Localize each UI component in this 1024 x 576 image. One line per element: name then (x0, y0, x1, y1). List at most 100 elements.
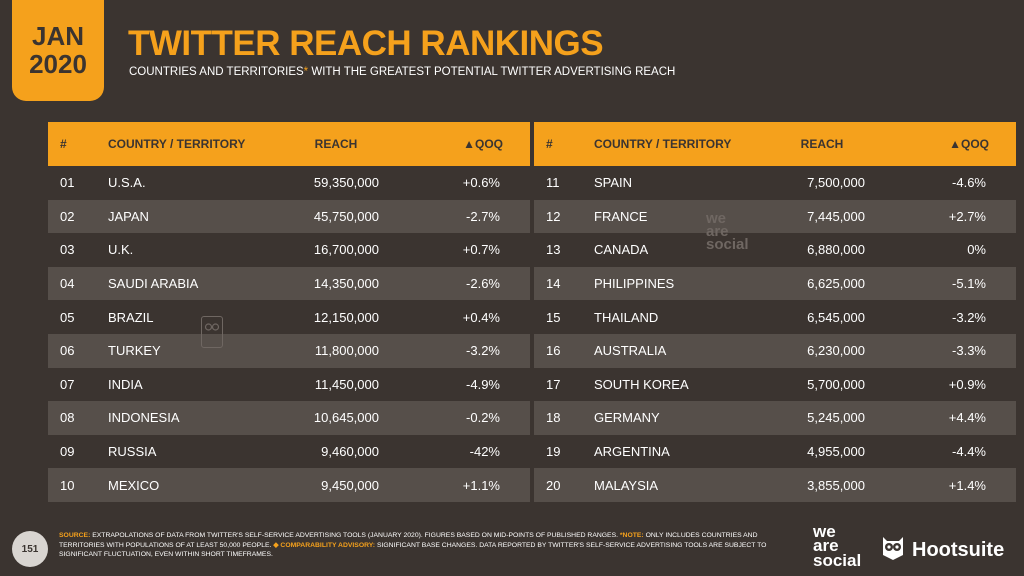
reach-cell: 59,350,000 (313, 175, 379, 191)
rank-cell: 01 (60, 175, 75, 191)
col-reach-header: REACH (293, 122, 379, 166)
rank-cell: 04 (48, 266, 108, 301)
col-num-header: # (534, 122, 594, 166)
rankings-table-right: # COUNTRY / TERRITORY REACH ▲QOQ 11 SPAIN… (534, 122, 1016, 502)
source-text: EXTRAPOLATIONS OF DATA FROM TWITTER'S SE… (90, 532, 620, 539)
col-qoq-header: ▲QOQ (379, 122, 530, 166)
country-cell: INDIA (108, 376, 143, 392)
country-cell: PHILIPPINES (594, 266, 779, 301)
table-row: 20 MALAYSIA 3,855,000 +1.4% (534, 468, 1016, 502)
qoq-cell: -2.7% (379, 199, 530, 234)
date-year: 2020 (29, 48, 87, 79)
country-cell: TURKEY (108, 333, 293, 368)
qoq-cell: -3.2% (952, 309, 986, 325)
table-row: 01 U.S.A. 59,350,000 +0.6% (48, 166, 530, 200)
country-cell: MALAYSIA (594, 468, 779, 502)
note-label: *NOTE: (619, 532, 644, 539)
subtitle-part2: WITH THE GREATEST POTENTIAL TWITTER ADVE… (308, 66, 676, 78)
table-row: 17 SOUTH KOREA 5,700,000 +0.9% (534, 368, 1016, 402)
table-row: 03 U.K. 16,700,000 +0.7% (48, 233, 530, 267)
reach-cell: 7,445,000 (779, 199, 865, 234)
qoq-cell: +0.4% (462, 309, 500, 325)
table-row: 09 RUSSIA 9,460,000 -42% (48, 435, 530, 469)
rank-cell: 18 (534, 401, 594, 435)
reach-cell: 4,955,000 (807, 444, 865, 460)
note-text: ONLY INCLUDES COUNTRIES AND TERRITORIES … (59, 532, 758, 549)
rank-cell: 20 (534, 468, 594, 502)
advisory-text: SIGNIFICANT BASE CHANGES. DATA REPORTED … (59, 541, 767, 559)
hootsuite-wordmark: Hootsuite (912, 538, 1005, 561)
reach-cell: 11,800,000 (293, 333, 379, 368)
reach-cell: 14,350,000 (293, 266, 379, 301)
country-cell: GERMANY (594, 401, 779, 435)
qoq-cell: -4.9% (466, 376, 500, 392)
rank-cell: 09 (60, 444, 75, 460)
qoq-cell: -3.3% (865, 333, 1016, 368)
country-cell: MEXICO (108, 468, 293, 502)
table-header-row: # COUNTRY / TERRITORY REACH ▲QOQ (534, 122, 1016, 166)
reach-cell: 11,450,000 (314, 376, 379, 392)
reach-cell: 3,855,000 (779, 468, 865, 502)
country-cell: BRAZIL (108, 309, 154, 325)
reach-cell: 6,625,000 (779, 266, 865, 301)
country-cell: FRANCE (594, 199, 779, 234)
country-cell: AUSTRALIA (594, 333, 779, 368)
table-row: 16 AUSTRALIA 6,230,000 -3.3% (534, 333, 1016, 368)
subtitle-star: * (303, 66, 309, 78)
qoq-cell: +2.7% (865, 199, 1016, 234)
rank-cell: 15 (546, 309, 561, 325)
table-row: 11 SPAIN 7,500,000 -4.6% (534, 166, 1016, 200)
country-cell: SOUTH KOREA (594, 376, 689, 392)
table-row: 05 BRAZIL 12,150,000 +0.4% (48, 300, 530, 334)
country-cell: U.K. (108, 242, 134, 258)
reach-cell: 9,450,000 (293, 468, 379, 502)
table-row: 13 CANADA 6,880,000 0% (534, 233, 1016, 267)
rank-cell: 14 (534, 266, 594, 301)
qoq-cell: +0.6% (462, 175, 500, 191)
watermark-line: we (706, 210, 727, 227)
page-title: TWITTER REACH RANKINGS (128, 24, 604, 63)
rank-cell: 06 (48, 333, 108, 368)
reach-cell: 5,700,000 (807, 376, 865, 392)
table-row: 08 INDONESIA 10,645,000 -0.2% (48, 401, 530, 435)
qoq-cell: -0.2% (379, 401, 530, 435)
qoq-cell: -4.4% (952, 444, 986, 460)
logo-line: are (813, 536, 839, 556)
table-row: 04 SAUDI ARABIA 14,350,000 -2.6% (48, 266, 530, 301)
reach-cell: 7,500,000 (807, 175, 865, 191)
reach-cell: 6,880,000 (807, 242, 865, 258)
table-row: 07 INDIA 11,450,000 -4.9% (48, 368, 530, 402)
table-row: 12 FRANCE 7,445,000 +2.7% (534, 199, 1016, 234)
country-cell: SAUDI ARABIA (108, 266, 293, 301)
rank-cell: 12 (534, 199, 594, 234)
qoq-cell: -3.2% (379, 333, 530, 368)
reach-cell: 5,245,000 (779, 401, 865, 435)
country-cell: JAPAN (108, 199, 293, 234)
table-row: 19 ARGENTINA 4,955,000 -4.4% (534, 435, 1016, 469)
reach-cell: 12,150,000 (313, 309, 379, 325)
reach-cell: 10,645,000 (293, 401, 379, 435)
country-cell: CANADA (594, 242, 649, 258)
table-row: 14 PHILIPPINES 6,625,000 -5.1% (534, 266, 1016, 301)
country-cell: RUSSIA (108, 444, 157, 460)
qoq-cell: +4.4% (865, 401, 1016, 435)
qoq-cell: +0.7% (462, 242, 500, 258)
table-header-row: # COUNTRY / TERRITORY REACH ▲QOQ (48, 122, 530, 166)
qoq-cell: +1.4% (865, 468, 1016, 502)
country-cell: ARGENTINA (594, 444, 670, 460)
rank-cell: 10 (48, 468, 108, 502)
table-row: 02 JAPAN 45,750,000 -2.7% (48, 199, 530, 234)
col-num-header: # (48, 122, 108, 166)
country-cell: SPAIN (594, 175, 633, 191)
qoq-cell: -4.6% (952, 175, 986, 191)
rankings-table-left: # COUNTRY / TERRITORY REACH ▲QOQ 01 U.S.A… (48, 122, 530, 502)
country-cell: THAILAND (594, 309, 659, 325)
source-note: SOURCE: EXTRAPOLATIONS OF DATA FROM TWIT… (59, 531, 794, 560)
qoq-cell: +0.9% (948, 376, 986, 392)
logo-line: social (813, 550, 862, 570)
logo-line: we (813, 522, 836, 541)
rank-cell: 16 (534, 333, 594, 368)
watermark-line: social (706, 235, 749, 253)
rank-cell: 03 (60, 242, 75, 258)
rank-cell: 13 (546, 242, 561, 258)
